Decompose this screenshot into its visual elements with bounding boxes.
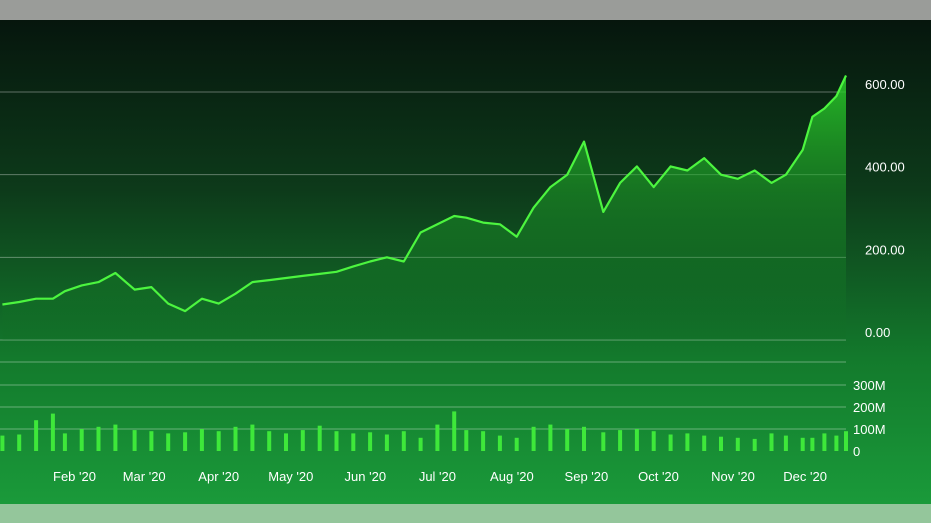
- volume-bar: [183, 432, 188, 451]
- volume-bar: [113, 424, 118, 451]
- volume-bar: [668, 434, 673, 451]
- volume-bar: [166, 433, 171, 451]
- volume-tick-label: 300M: [853, 378, 886, 393]
- volume-bar: [334, 431, 339, 451]
- volume-bar: [50, 413, 55, 451]
- volume-bar: [250, 424, 255, 451]
- month-tick-label: Jul '20: [419, 469, 456, 484]
- volume-tick-label: 200M: [853, 400, 886, 415]
- volume-bar: [132, 430, 137, 451]
- month-tick-label: Apr '20: [198, 469, 239, 484]
- volume-bar: [0, 435, 5, 451]
- volume-bar: [317, 425, 322, 451]
- volume-bar: [216, 431, 221, 451]
- volume-bar: [651, 431, 656, 451]
- month-tick-label: May '20: [268, 469, 313, 484]
- price-line: [2, 75, 847, 313]
- volume-bar: [435, 424, 440, 451]
- price-tick-label: 200.00: [865, 242, 905, 257]
- price-area: [2, 75, 846, 340]
- price-tick-label: 0.00: [865, 325, 890, 340]
- volume-bar: [418, 437, 423, 451]
- volume-bar: [79, 429, 84, 451]
- volume-bar: [514, 437, 519, 451]
- volume-bar: [822, 433, 827, 451]
- price-tick-label: 600.00: [865, 77, 905, 92]
- volume-bar: [565, 429, 570, 451]
- volume-bar: [199, 429, 204, 451]
- price-area-fill: [2, 75, 846, 340]
- volume-bar: [267, 431, 272, 451]
- volume-bar: [497, 435, 502, 451]
- volume-bar: [233, 426, 238, 451]
- volume-bar: [769, 433, 774, 451]
- volume-bar: [401, 431, 406, 451]
- volume-bar: [62, 433, 67, 451]
- top-strip: [0, 0, 931, 20]
- volume-bar: [735, 437, 740, 451]
- volume-bar: [300, 430, 305, 451]
- price-series-line: [2, 75, 847, 313]
- volume-bar: [810, 437, 815, 451]
- volume-bar: [719, 436, 723, 451]
- volume-bar: [384, 434, 389, 451]
- volume-bar: [800, 437, 805, 451]
- volume-bar: [531, 426, 536, 451]
- volume-bar: [17, 434, 22, 451]
- volume-bar: [149, 431, 154, 451]
- volume-bar: [783, 435, 788, 451]
- month-tick-label: Aug '20: [490, 469, 534, 484]
- volume-bar: [702, 435, 707, 451]
- volume-bar: [834, 435, 839, 451]
- volume-bar: [618, 430, 623, 451]
- month-tick-label: Dec '20: [783, 469, 827, 484]
- y-axis-labels: 600.00 400.00 200.00 0.00 300M 200M 100M 0: [853, 77, 905, 459]
- volume-bar: [582, 426, 586, 451]
- month-tick-label: Nov '20: [711, 469, 755, 484]
- volume-bar: [34, 420, 39, 451]
- price-tick-label: 400.00: [865, 160, 905, 175]
- x-axis-labels: Feb '20 Mar '20 Apr '20 May '20 Jun '20 Jul '…: [53, 469, 827, 484]
- bottom-strip: [0, 504, 931, 523]
- volume-tick-label: 100M: [853, 422, 886, 437]
- month-tick-label: Oct '20: [638, 469, 679, 484]
- month-tick-label: Jun '20: [345, 469, 387, 484]
- volume-bar: [844, 431, 848, 451]
- month-tick-label: Sep '20: [565, 469, 609, 484]
- volume-bar: [601, 432, 606, 451]
- volume-bar: [368, 432, 373, 451]
- month-tick-label: Feb '20: [53, 469, 96, 484]
- volume-bar: [284, 433, 288, 451]
- volume-tick-label: 0: [853, 444, 860, 459]
- volume-bar: [481, 431, 486, 451]
- volume-bar: [464, 430, 469, 451]
- volume-bar: [685, 433, 690, 451]
- month-tick-label: Mar '20: [123, 469, 166, 484]
- volume-bars: [0, 411, 848, 451]
- volume-bar: [752, 438, 757, 451]
- volume-bar: [351, 433, 356, 451]
- volume-bar: [548, 424, 553, 451]
- volume-bar: [634, 429, 639, 451]
- volume-bar: [452, 411, 457, 451]
- volume-bar: [96, 426, 101, 451]
